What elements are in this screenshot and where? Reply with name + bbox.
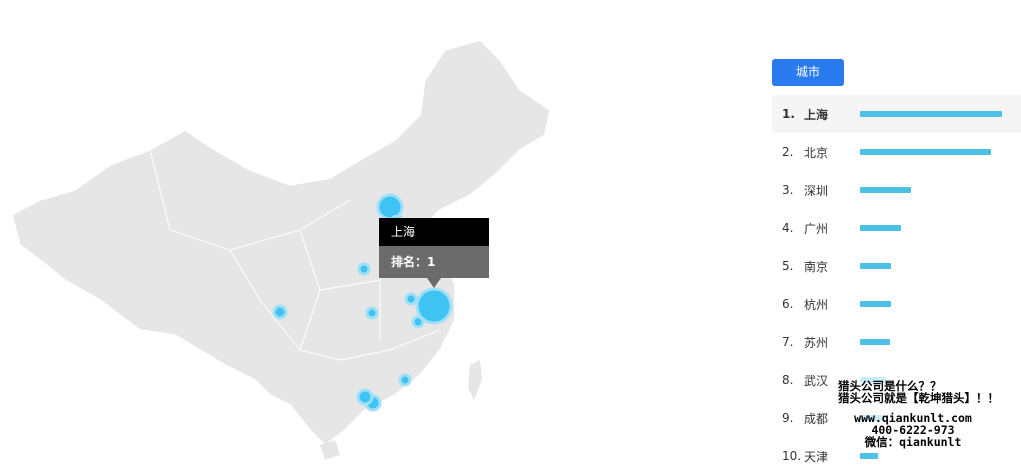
watermark-line: 猎头公司是什么？？: [838, 379, 942, 393]
city-row[interactable]: 1. 上海: [772, 95, 1021, 133]
rank-number: 7.: [782, 335, 794, 349]
city-bubble[interactable]: [272, 304, 288, 320]
city-name: 南京: [804, 259, 829, 274]
value-bar: [860, 339, 890, 345]
city-row[interactable]: 2. 北京: [772, 133, 1021, 171]
city-row[interactable]: 7. 苏州: [772, 323, 1021, 361]
city-bubble[interactable]: [398, 373, 412, 387]
city-name: 上海: [804, 107, 829, 122]
china-map[interactable]: [0, 0, 760, 462]
taiwan: [468, 360, 482, 400]
city-name: 北京: [804, 145, 829, 160]
city-name: 广州: [804, 221, 829, 236]
tooltip-arrow: [427, 278, 441, 288]
value-bar: [860, 187, 912, 193]
watermark-phone: 400-6222-973: [871, 423, 955, 437]
rank-number: 10.: [782, 449, 802, 463]
value-bar: [860, 263, 892, 269]
rank-number: 1.: [782, 107, 795, 121]
china-outline: [11, 39, 551, 446]
rank-number: 4.: [782, 221, 794, 235]
watermark-line: 猎头公司就是【乾坤猎头】！！: [838, 391, 999, 405]
watermark-wechat: 微信：qiankunlt: [864, 435, 962, 449]
rank-number: 9.: [782, 411, 794, 425]
city-name: 苏州: [804, 335, 829, 350]
city-bubble[interactable]: [356, 388, 374, 406]
city-row[interactable]: 4. 广州: [772, 209, 1021, 247]
city-ranking-list: 1. 上海 2. 北京 3. 深圳 4. 广州 5. 南京 6. 杭州 7. 苏州 8. 武汉 9. 成都 10. 天…: [772, 95, 1021, 475]
rank-number: 6.: [782, 297, 794, 311]
value-bar: [860, 301, 892, 307]
city-bubble[interactable]: [415, 287, 453, 325]
city-row[interactable]: 8. 武汉: [772, 361, 1021, 399]
city-bubble[interactable]: [365, 306, 379, 320]
value-bar: [860, 377, 886, 383]
province-borders: [149, 149, 441, 361]
rank-number: 5.: [782, 259, 794, 273]
value-bar: [860, 225, 902, 231]
city-name: 成都: [804, 411, 829, 426]
watermark: 猎头公司是什么？？ 猎头公司就是【乾坤猎头】！！ www.qiankunlt.c…: [838, 380, 999, 448]
rank-number: 8.: [782, 373, 794, 387]
city-row[interactable]: 3. 深圳: [772, 171, 1021, 209]
city-name: 深圳: [804, 183, 829, 198]
tooltip-city: 上海: [379, 218, 489, 246]
city-bubble[interactable]: [404, 292, 418, 306]
city-row[interactable]: 9. 成都: [772, 399, 1021, 437]
city-bubble[interactable]: [411, 315, 425, 329]
value-bar: [860, 111, 1002, 117]
city-name: 杭州: [804, 297, 829, 312]
value-bar: [860, 415, 883, 421]
city-row[interactable]: 10. 天津: [772, 437, 1021, 475]
city-name: 武汉: [804, 373, 829, 388]
city-bubble[interactable]: [357, 262, 371, 276]
watermark-url: www.qiankunlt.com: [854, 411, 972, 425]
rank-number: 2.: [782, 145, 794, 159]
city-name: 天津: [804, 449, 829, 464]
tooltip-rank: 排名：1: [379, 246, 489, 278]
rank-number: 3.: [782, 183, 794, 197]
city-row[interactable]: 5. 南京: [772, 247, 1021, 285]
value-bar: [860, 453, 879, 459]
value-bar: [860, 149, 991, 155]
map-tooltip: 上海 排名：1: [379, 218, 489, 288]
city-row[interactable]: 6. 杭州: [772, 285, 1021, 323]
ranking-panel: 城市 1. 上海 2. 北京 3. 深圳 4. 广州 5. 南京 6. 杭州 7. 苏州 8. 武汉 9. 成都 1…: [772, 59, 1021, 475]
tab-city[interactable]: 城市: [772, 59, 844, 86]
hainan: [320, 440, 340, 460]
